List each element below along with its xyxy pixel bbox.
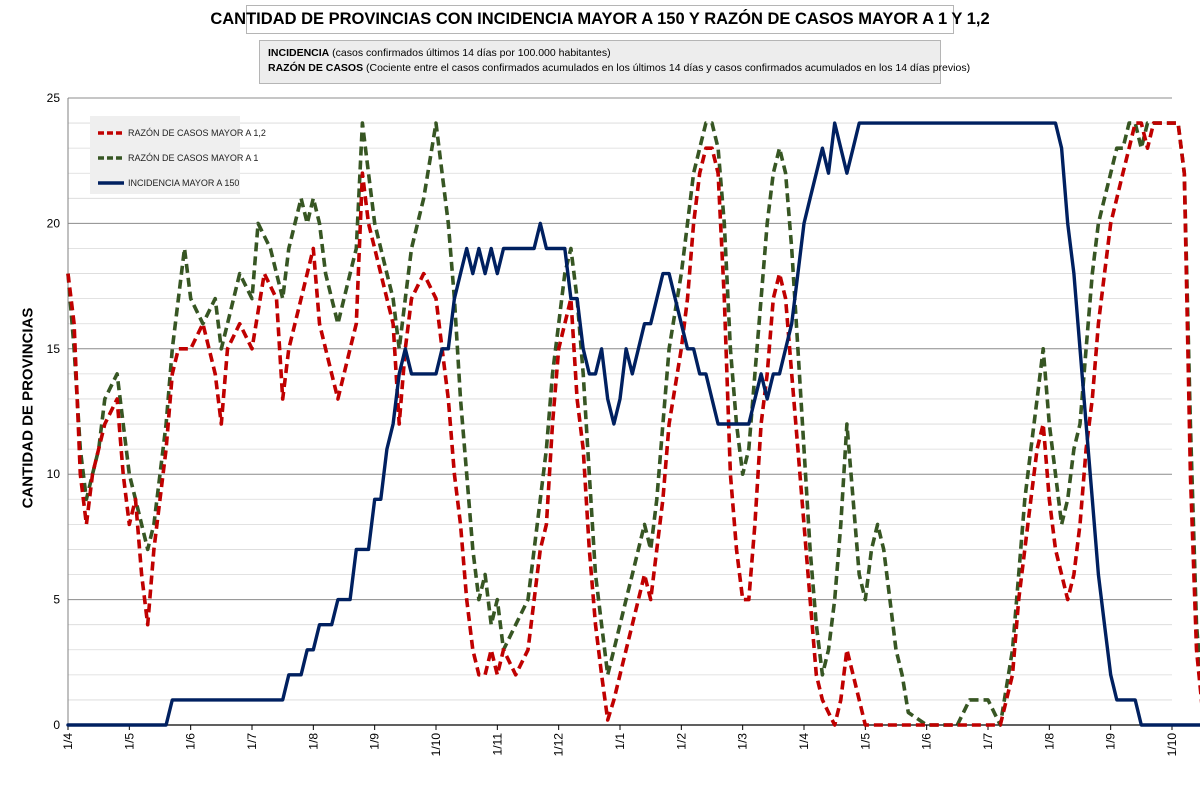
x-tick-label: 1/10 [1165,733,1179,757]
x-tick-label: 1/5 [122,733,136,750]
x-tick-label: 1/1 [613,733,627,750]
x-tick-label: 1/8 [306,733,320,750]
legend-label-2: INCIDENCIA MAYOR A 150 [128,178,239,188]
x-tick-label: 1/11 [490,733,504,756]
x-tick-label: 1/7 [245,733,259,750]
legend-label-0: RAZÓN DE CASOS MAYOR A 1,2 [128,128,266,138]
x-tick-label: 1/9 [368,733,382,750]
x-tick-label: 1/9 [1104,733,1118,750]
x-tick-label: 1/2 [674,733,688,750]
x-tick-label: 1/6 [184,733,198,750]
x-tick-label: 1/12 [552,733,566,757]
note-incidencia: INCIDENCIA (casos confirmados últimos 14… [268,46,932,61]
y-tick-label: 5 [53,593,60,607]
plot-area [68,98,1172,725]
x-tick-label: 1/3 [736,733,750,750]
chart-notes: INCIDENCIA (casos confirmados últimos 14… [259,40,970,84]
note-incidencia-label: INCIDENCIA [268,47,330,59]
note-razon-text: (Cociente entre el casos confirmados acu… [363,62,971,74]
legend: RAZÓN DE CASOS MAYOR A 1,2 RAZÓN DE CASOS… [90,116,266,194]
x-tick-label: 1/4 [797,733,811,750]
x-tick-label: 1/10 [429,733,443,757]
y-tick-label: 20 [47,216,61,230]
note-razon: RAZÓN DE CASOS (Cociente entre el casos … [268,61,970,76]
chart-title-text: CANTIDAD DE PROVINCIAS CON INCIDENCIA MA… [210,10,990,28]
x-tick-label: 1/6 [920,733,934,750]
x-tick-label: 1/7 [981,733,995,750]
chart-title: CANTIDAD DE PROVINCIAS CON INCIDENCIA MA… [210,5,990,34]
series-line-2 [66,121,1200,727]
x-tick-label: 1/4 [61,733,75,750]
y-tick-label: 15 [47,342,61,356]
series-line-0 [66,121,1200,727]
x-tick-label: 1/5 [858,733,872,750]
note-incidencia-text: (casos confirmados últimos 14 días por 1… [329,47,611,59]
legend-box [90,116,240,194]
series-line-1 [66,121,1200,727]
y-tick-label: 25 [47,91,61,105]
y-tick-label: 0 [53,718,60,732]
x-tick-label: 1/8 [1042,733,1056,750]
note-razon-label: RAZÓN DE CASOS [268,62,364,74]
y-tick-label: 10 [47,467,61,481]
legend-label-1: RAZÓN DE CASOS MAYOR A 1 [128,153,258,163]
